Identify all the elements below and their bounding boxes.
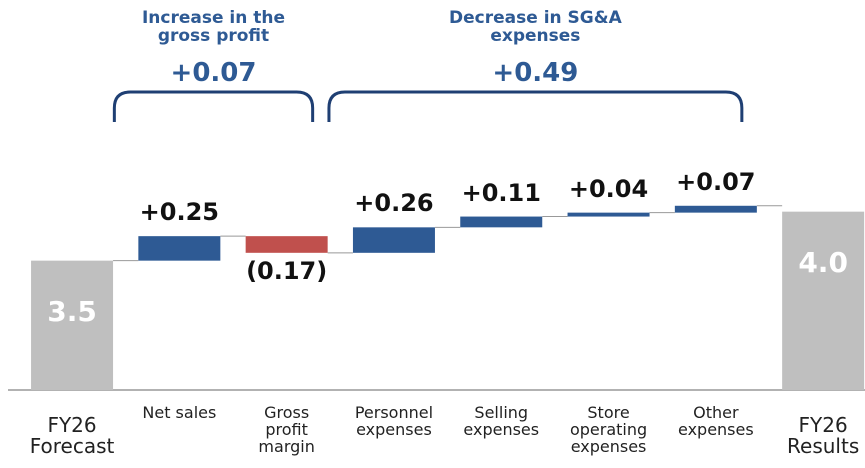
- annotation-text: Increase in the gross profit: [141, 8, 286, 46]
- x-tick-label: Other expenses: [678, 403, 754, 439]
- x-tick-label: Net sales: [142, 403, 217, 422]
- value-label: (0.17): [246, 256, 328, 285]
- value-label: 4.0: [798, 245, 848, 279]
- bar: [245, 236, 328, 253]
- bar: [674, 205, 757, 213]
- value-label: +0.26: [354, 189, 434, 218]
- value-label: +0.25: [139, 198, 219, 227]
- bar: [782, 211, 865, 390]
- x-tick-label: Selling expenses: [463, 403, 540, 439]
- x-tick-label: Personnel expenses: [354, 403, 434, 439]
- bar: [352, 227, 435, 253]
- bar: [460, 216, 543, 228]
- x-tick-label: Gross profit margin: [258, 403, 315, 456]
- value-label: +0.11: [461, 178, 541, 207]
- value-label: 3.5: [47, 294, 97, 328]
- value-label: +0.04: [568, 174, 649, 203]
- x-tick-label: Store operating expenses: [569, 403, 648, 456]
- x-tick-label: FY26 Forecast: [29, 413, 115, 458]
- value-label: +0.07: [676, 167, 756, 196]
- annotation-value: +0.49: [492, 58, 579, 88]
- annotation-text: Decrease in SG&A expenses: [449, 8, 622, 46]
- bar: [31, 260, 114, 390]
- bar: [567, 212, 650, 217]
- x-tick-label: FY26 Results: [787, 413, 860, 458]
- bar: [138, 236, 221, 261]
- bracket: [112, 90, 315, 122]
- bracket: [327, 90, 744, 122]
- annotation-value: +0.07: [170, 58, 257, 88]
